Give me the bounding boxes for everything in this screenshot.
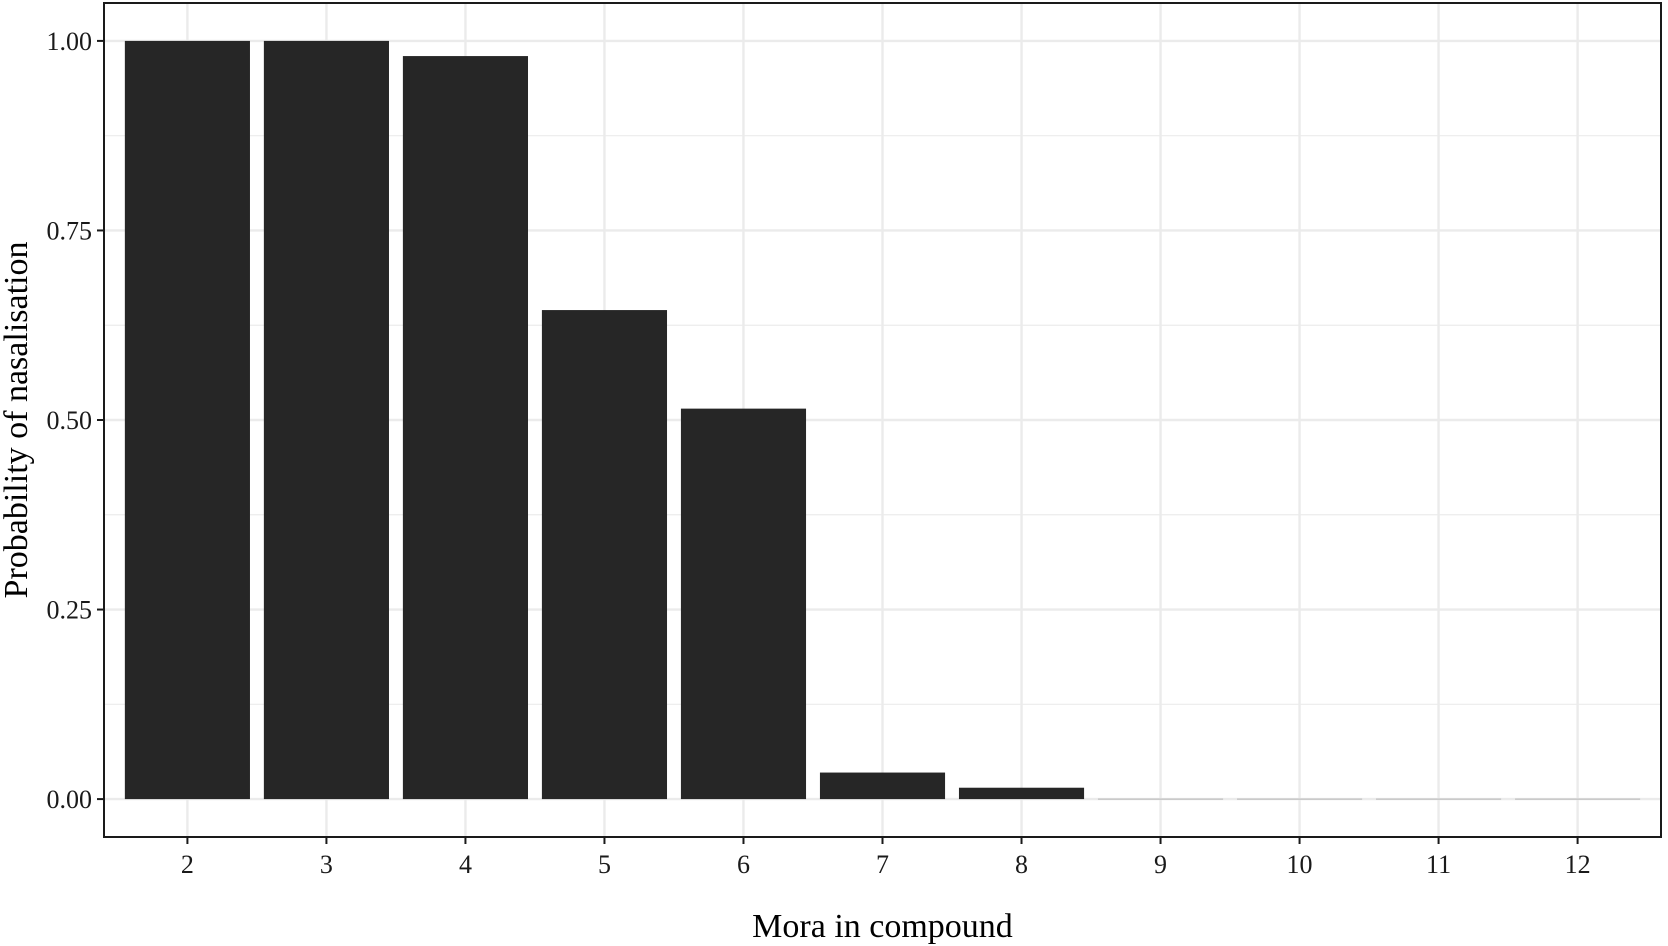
y-tick-label: 0.75 (47, 216, 93, 245)
bar-11 (1376, 798, 1502, 800)
x-tick-label: 12 (1565, 850, 1591, 879)
x-tick-label: 4 (459, 850, 472, 879)
bar-12 (1515, 798, 1641, 800)
axis-layer: 0.00 0.25 0.50 0.75 1.00 2 3 4 5 6 7 8 9 10 11 12 (47, 27, 1591, 879)
x-tick-label: 2 (181, 850, 194, 879)
x-tick-label: 8 (1015, 850, 1028, 879)
x-tick-label: 7 (876, 850, 889, 879)
x-tick-label: 5 (598, 850, 611, 879)
x-tick-label: 6 (737, 850, 750, 879)
bar-9 (1097, 798, 1224, 800)
bar-7 (819, 772, 946, 800)
x-axis-title: Mora in compound (752, 908, 1013, 945)
x-tick-label: 11 (1426, 850, 1451, 879)
bar-4 (402, 56, 529, 800)
x-tick-label: 9 (1154, 850, 1167, 879)
x-tick-label: 3 (320, 850, 333, 879)
y-tick-label: 0.50 (47, 406, 93, 435)
x-tick-label: 10 (1287, 850, 1313, 879)
bar-5 (541, 310, 668, 800)
bar-8 (958, 787, 1085, 800)
y-axis-title: Probability of nasalisation (0, 242, 35, 599)
bar-layer (124, 40, 1641, 800)
bar-3 (263, 40, 389, 800)
y-tick-label: 1.00 (47, 27, 93, 56)
bar-2 (124, 40, 250, 800)
bar-10 (1236, 798, 1363, 800)
y-tick-label: 0.00 (47, 785, 93, 814)
bar-6 (680, 408, 807, 800)
y-tick-label: 0.25 (47, 596, 93, 625)
